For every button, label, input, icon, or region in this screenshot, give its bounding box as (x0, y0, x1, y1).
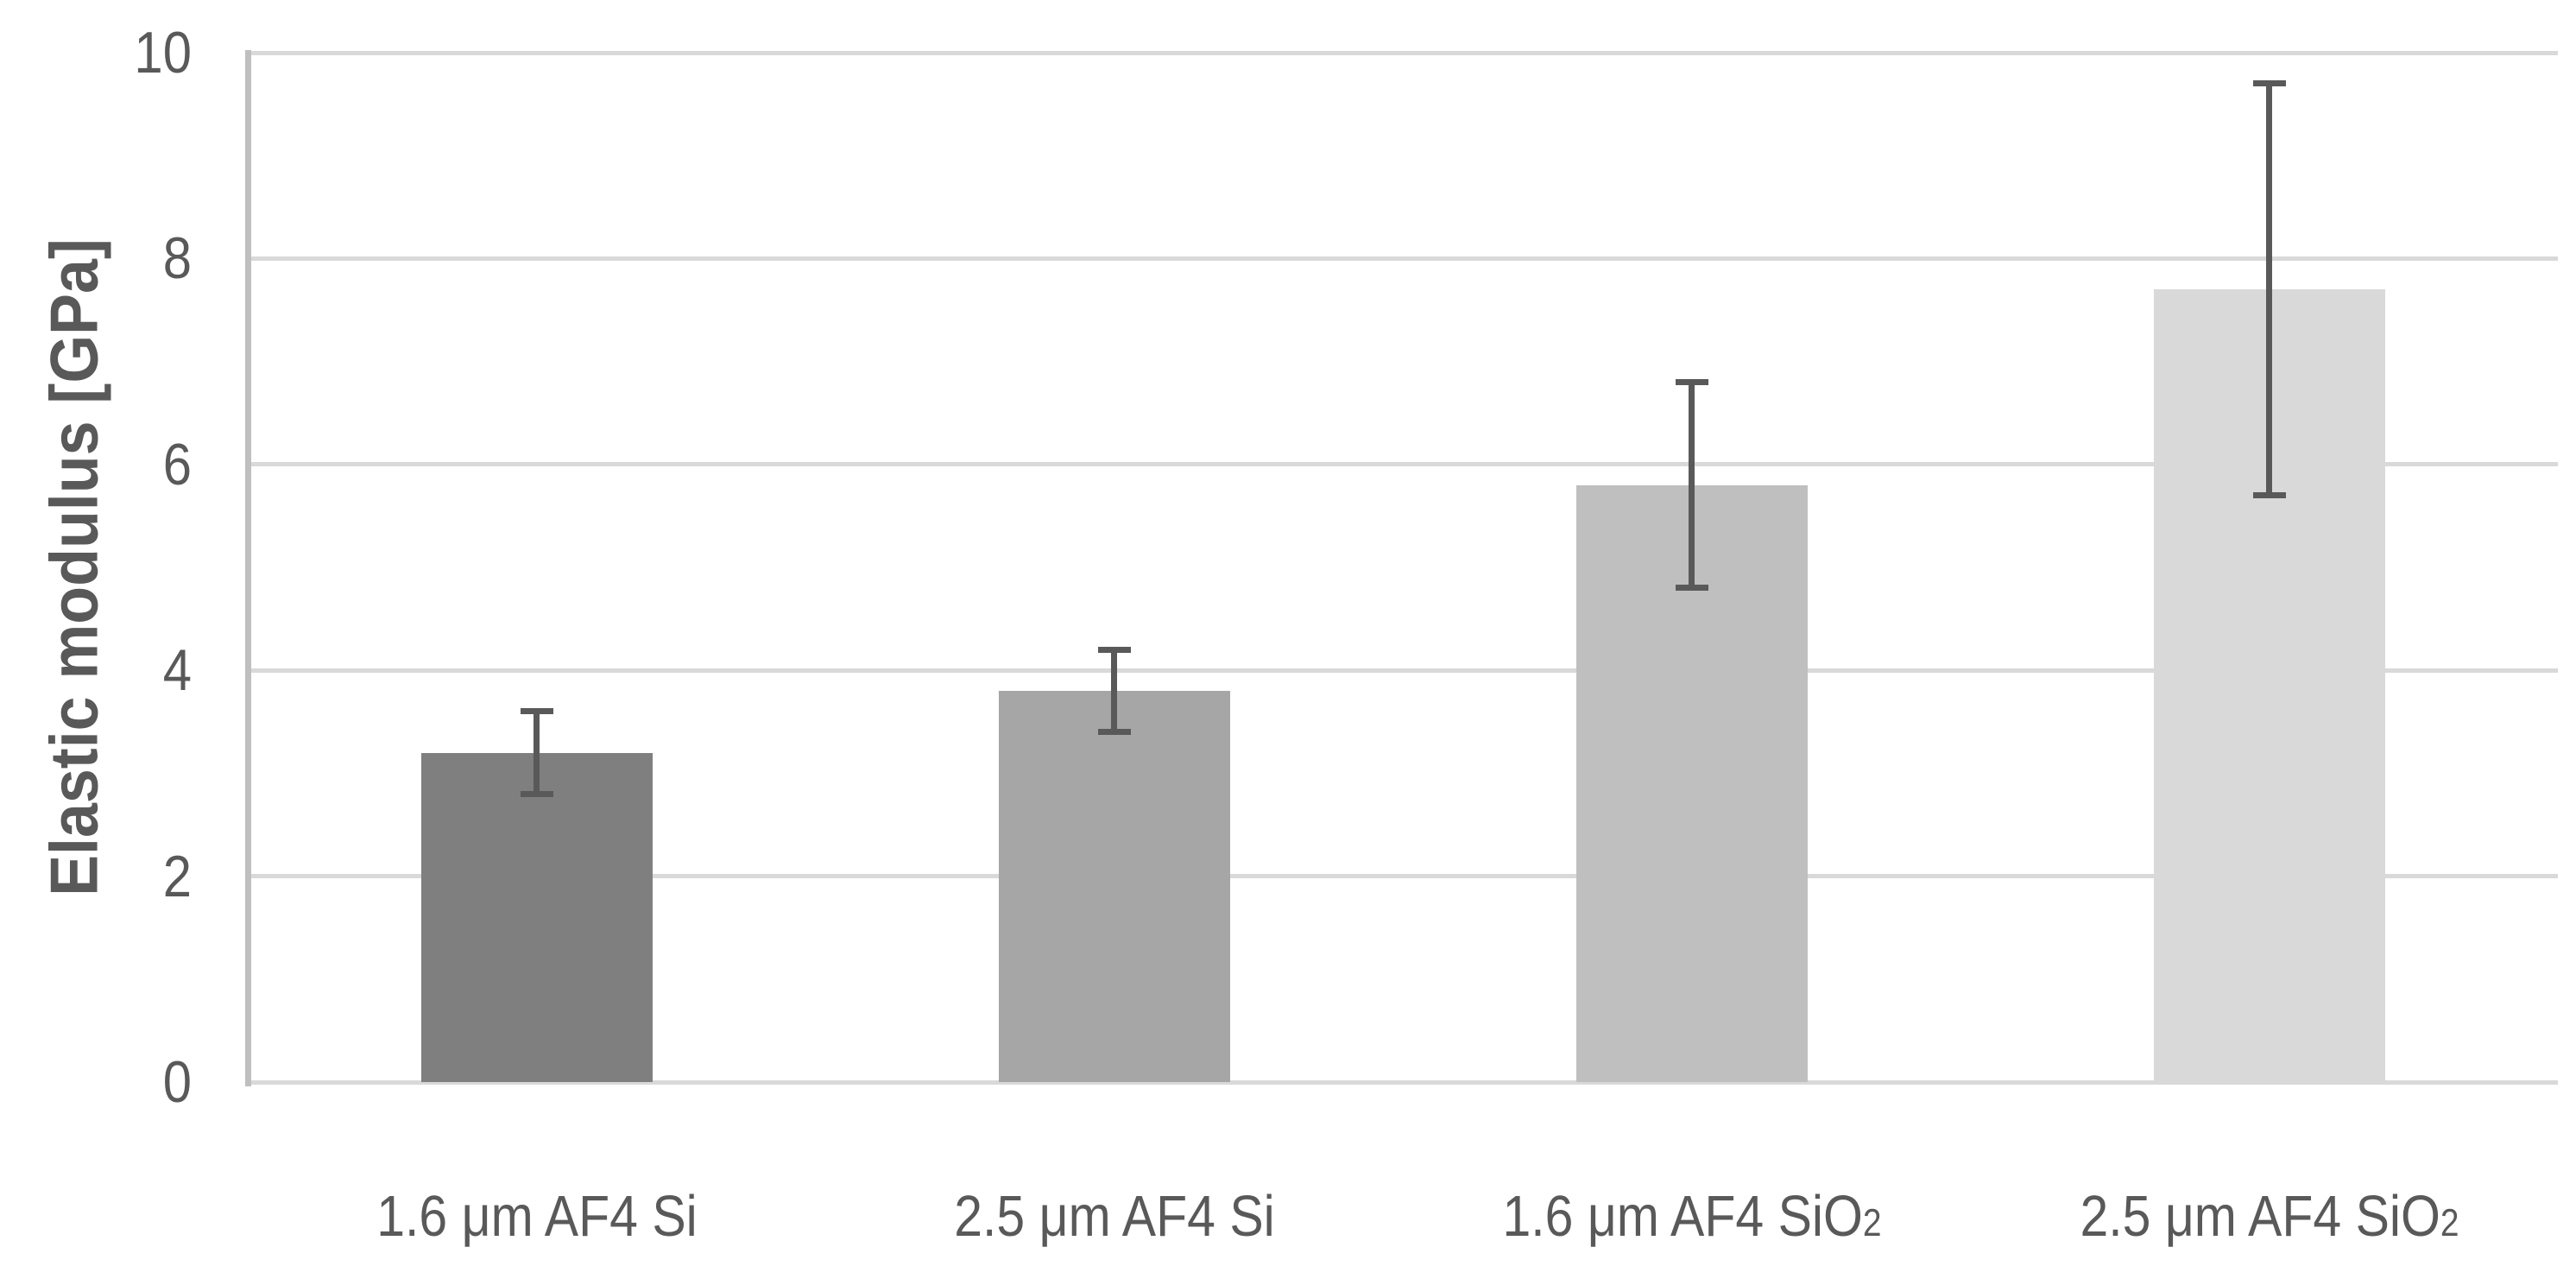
x-category-label: 2.5 μm AF4 SiO2 (2080, 1185, 2459, 1256)
error-bar-line (2266, 83, 2272, 496)
y-tick-label: 6 (162, 431, 192, 497)
gridline (248, 874, 2558, 879)
gridline (248, 256, 2558, 261)
bar-2.5 μm AF4 Si (998, 691, 1230, 1082)
gridline (248, 50, 2558, 55)
error-bar-cap-bottom (520, 790, 553, 797)
error-bar-cap-bottom (1675, 585, 1708, 592)
y-tick-label: 8 (162, 225, 192, 292)
error-bar-cap-top (2252, 80, 2286, 87)
y-axis-title: Elastic modulus [GPa] (35, 238, 112, 896)
gridline (248, 462, 2558, 467)
error-bar-line (534, 711, 540, 794)
error-bar-cap-bottom (2252, 492, 2286, 499)
bar-1.6 μm AF4 Si (420, 752, 653, 1082)
error-bar-line (1689, 382, 1695, 588)
gridline (248, 668, 2558, 673)
label-text: 1.6 μm AF4 SiO (1501, 1184, 1863, 1249)
y-tick-label: 0 (162, 1049, 192, 1115)
x-category-label: 1.6 μm AF4 Si (376, 1185, 697, 1249)
label-text: 1.6 μm AF4 Si (376, 1184, 698, 1249)
x-axis-line (248, 1079, 2558, 1085)
error-bar-line (1111, 649, 1117, 732)
y-tick-label: 10 (134, 20, 192, 85)
subscript-text: 2 (1862, 1202, 1882, 1244)
error-bar-cap-top (1675, 378, 1708, 385)
error-bar-cap-top (1097, 646, 1131, 653)
label-text: 2.5 μm AF4 Si (953, 1184, 1275, 1249)
label-text: 2.5 μm AF4 SiO (2079, 1184, 2440, 1249)
subscript-text: 2 (2440, 1202, 2459, 1244)
error-bar-cap-top (520, 708, 553, 715)
y-tick-label: 2 (162, 843, 192, 909)
y-tick-label: 4 (162, 637, 192, 704)
x-category-label: 1.6 μm AF4 SiO2 (1502, 1185, 1881, 1256)
y-axis-line (244, 50, 251, 1086)
x-category-label: 2.5 μm AF4 Si (954, 1185, 1274, 1249)
error-bar-cap-bottom (1097, 729, 1131, 736)
